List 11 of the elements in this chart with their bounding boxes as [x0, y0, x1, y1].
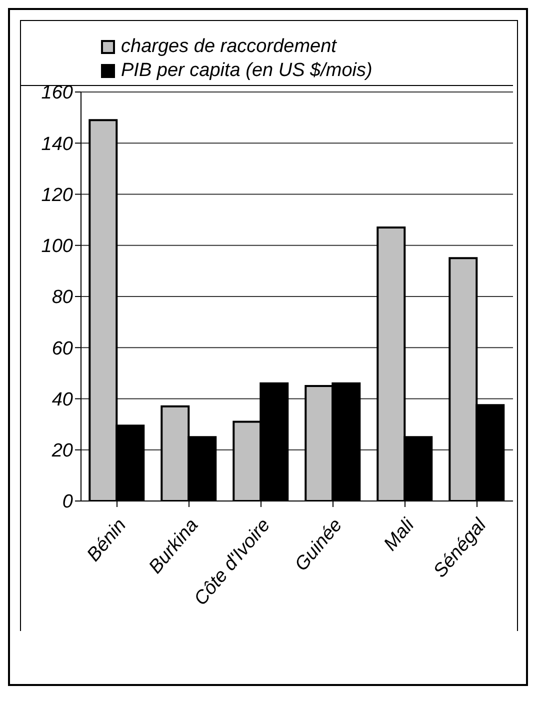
y-tick-label: 100: [41, 236, 74, 258]
y-tick-label: 40: [52, 389, 74, 410]
y-tick-label: 20: [50, 440, 74, 462]
legend-label: PIB per capita (en US $/mois): [121, 59, 372, 83]
y-tick-label: 80: [52, 287, 74, 308]
legend-label: charges de raccordement: [121, 35, 336, 59]
y-tick-label: 140: [41, 134, 74, 155]
y-tick-label: 0: [62, 492, 74, 513]
y-tick-label: 60: [52, 338, 74, 360]
y-tick-label: 120: [41, 184, 74, 206]
y-tick-label: 160: [41, 82, 74, 104]
